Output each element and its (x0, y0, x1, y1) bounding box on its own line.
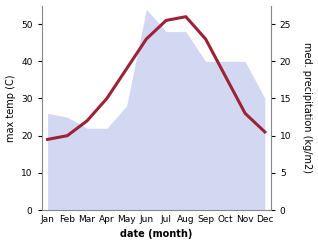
Y-axis label: med. precipitation (kg/m2): med. precipitation (kg/m2) (302, 42, 313, 173)
Y-axis label: max temp (C): max temp (C) (5, 74, 16, 142)
X-axis label: date (month): date (month) (120, 230, 192, 239)
